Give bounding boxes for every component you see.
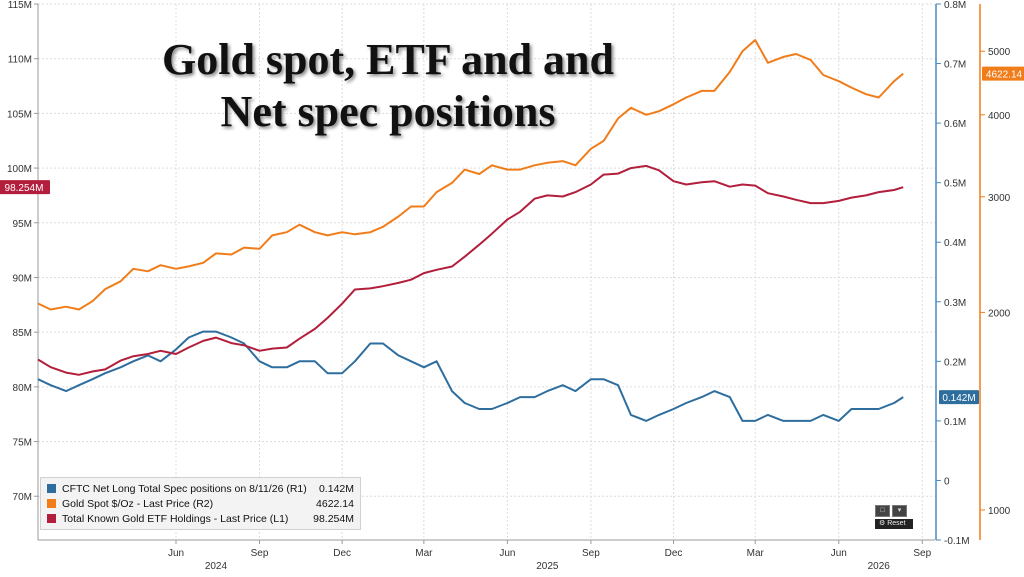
x-axis-month-label: Mar [747, 548, 765, 559]
right2-axis-tick-label: 5000 [988, 47, 1011, 58]
left-axis-tick-label: 85M [13, 328, 32, 339]
right2-axis-tick-label: 1000 [988, 506, 1011, 517]
legend-value: 98.254M [313, 512, 354, 525]
left-axis-tick-label: 80M [13, 383, 32, 394]
zoom-controls: □ ▾ [875, 505, 915, 517]
right1-axis-tick-label: -0.1M [944, 536, 970, 547]
x-axis-month-label: Jun [168, 548, 184, 559]
right1-axis-tick-label: 0.7M [944, 60, 966, 71]
x-axis-month-label: Dec [665, 548, 683, 559]
legend-swatch-cftc [47, 484, 56, 493]
x-axis-year-label: 2024 [205, 561, 228, 572]
series-line-r2 [37, 39, 904, 311]
x-axis-month-label: Jun [499, 548, 515, 559]
x-axis-month-label: Sep [913, 548, 931, 559]
legend-item-etf[interactable]: Total Known Gold ETF Holdings - Last Pri… [47, 511, 354, 526]
chart-title-line-1: Gold spot, ETF and and [162, 35, 614, 84]
left-axis-tick-label: 95M [13, 219, 32, 230]
legend-swatch-etf [47, 514, 56, 523]
legend-swatch-gold-spot [47, 499, 56, 508]
x-axis-year-label: 2025 [536, 561, 559, 572]
x-axis-month-label: Jun [831, 548, 847, 559]
legend-value: 4622.14 [316, 497, 354, 510]
right1-axis-tick-label: 0.1M [944, 417, 966, 428]
legend: CFTC Net Long Total Spec positions on 8/… [40, 477, 361, 530]
x-axis-year-label: 2026 [868, 561, 891, 572]
legend-value: 0.142M [318, 482, 354, 495]
chart-title-line-2: Net spec positions [220, 87, 556, 136]
right2-axis-tick-label: 3000 [988, 193, 1011, 204]
reset-button[interactable]: □ ▾ ⚙ Reset [875, 505, 915, 529]
right2-axis-tick-label: 2000 [988, 308, 1011, 319]
legend-item-gold-spot[interactable]: Gold Spot $/Oz - Last Price (R2) 4622.14 [47, 496, 354, 511]
left-axis-tick-label: 115M [8, 0, 32, 11]
last-value-label-r2: 4622.14 [986, 70, 1023, 81]
last-value-tag-r2 [982, 66, 1024, 81]
right1-axis-tick-label: 0.2M [944, 357, 966, 368]
legend-label: Gold Spot $/Oz - Last Price (R2) [62, 497, 214, 510]
right1-axis-tick-label: 0.8M [944, 0, 966, 11]
series-line-r1 [37, 330, 904, 422]
legend-label: Total Known Gold ETF Holdings - Last Pri… [62, 512, 289, 525]
right1-axis-tick-label: 0 [944, 476, 950, 487]
left-axis-tick-label: 75M [13, 438, 32, 449]
reset-label[interactable]: ⚙ Reset [875, 519, 913, 529]
x-axis-month-label: Mar [415, 548, 433, 559]
last-value-label-r1: 0.142M [942, 393, 975, 404]
right1-axis-tick-label: 0.6M [944, 119, 966, 130]
x-axis-month-label: Sep [582, 548, 600, 559]
reset-text: Reset [887, 520, 906, 527]
chevron-down-icon[interactable]: ▾ [892, 505, 907, 517]
zoom-icon[interactable]: □ [875, 505, 890, 517]
legend-label: CFTC Net Long Total Spec positions on 8/… [62, 482, 307, 495]
right1-axis-tick-label: 0.3M [944, 298, 966, 309]
last-value-tag-r1 [939, 390, 979, 405]
last-value-label-l1: 98.254M [5, 183, 44, 194]
right1-axis-tick-label: 0.4M [944, 238, 966, 249]
left-axis-tick-label: 110M [8, 55, 32, 66]
x-axis-month-label: Dec [333, 548, 351, 559]
right2-axis-tick-label: 4000 [988, 111, 1011, 122]
left-axis-tick-label: 100M [7, 164, 32, 175]
legend-item-cftc[interactable]: CFTC Net Long Total Spec positions on 8/… [47, 481, 354, 496]
left-axis-tick-label: 70M [13, 492, 32, 503]
chart-title: Gold spot, ETF and and Net spec position… [128, 34, 648, 138]
x-axis-month-label: Sep [251, 548, 269, 559]
plot-area [38, 4, 935, 540]
last-value-tag-l1 [0, 180, 50, 195]
left-axis-tick-label: 90M [13, 273, 32, 284]
series-line-l1 [37, 164, 904, 376]
right1-axis-tick-label: 0.5M [944, 179, 966, 190]
left-axis-tick-label: 105M [7, 109, 32, 120]
